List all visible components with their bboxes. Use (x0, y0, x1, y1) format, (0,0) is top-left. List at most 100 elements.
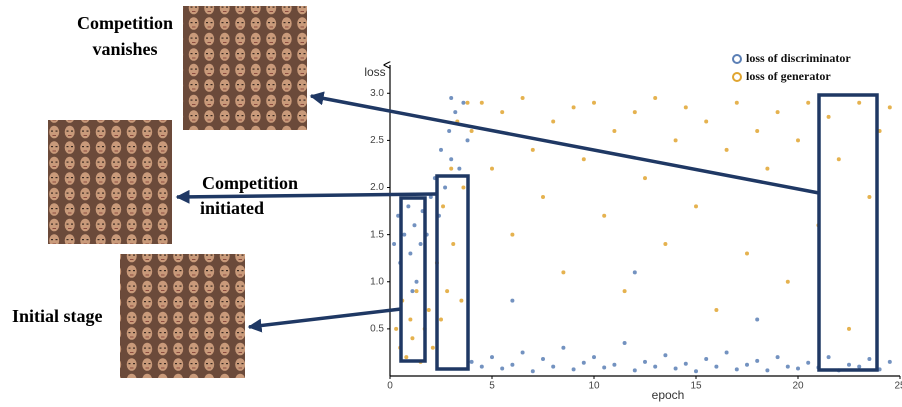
point (461, 185, 466, 190)
point (683, 361, 688, 366)
point (465, 138, 470, 143)
point (445, 289, 450, 294)
point (530, 369, 535, 374)
point (561, 270, 566, 275)
point (663, 242, 668, 247)
point (745, 362, 749, 367)
point (714, 308, 719, 313)
point (785, 364, 790, 369)
point (510, 232, 515, 237)
point (402, 232, 407, 237)
point (571, 105, 576, 110)
annotation: Initial stage (12, 306, 103, 326)
point (663, 353, 668, 358)
plot-area (387, 92, 901, 379)
point (414, 289, 419, 294)
point (867, 357, 872, 362)
point (428, 194, 433, 199)
point (632, 270, 637, 275)
point (479, 364, 484, 369)
point (612, 128, 617, 133)
point (453, 110, 458, 115)
y-tick-label: 3.0 (370, 88, 384, 99)
point (449, 95, 454, 100)
point (612, 362, 617, 367)
point (581, 157, 586, 162)
point (775, 355, 780, 360)
point (694, 204, 698, 209)
x-tick-label: 20 (792, 381, 804, 392)
point (418, 242, 423, 247)
point (632, 110, 637, 115)
point (410, 336, 415, 341)
point (449, 166, 454, 171)
point (439, 317, 443, 322)
point (510, 298, 515, 303)
point (396, 213, 401, 218)
legend-label: loss of discriminator (746, 51, 851, 65)
point (857, 100, 862, 105)
point (500, 366, 505, 371)
point (734, 100, 739, 105)
point (826, 114, 831, 119)
point (643, 359, 647, 364)
point (551, 119, 556, 124)
point (867, 194, 872, 199)
point (479, 100, 484, 105)
x-tick-label: 15 (690, 381, 702, 392)
legend: loss of discriminator loss of generator (732, 51, 851, 83)
point (581, 360, 586, 365)
highlight-box (399, 196, 427, 363)
point (694, 369, 698, 374)
point (426, 308, 431, 313)
point (796, 138, 800, 143)
point (622, 289, 627, 294)
point (724, 350, 729, 355)
point (408, 317, 413, 322)
point (653, 95, 658, 100)
y-tick-label: 2.5 (370, 135, 384, 146)
point (490, 166, 494, 171)
point (755, 128, 760, 133)
point (510, 362, 515, 367)
x-axis-label: epoch (652, 388, 685, 402)
point (765, 166, 770, 171)
annotation: Competition (202, 173, 298, 193)
highlight-box (435, 174, 470, 371)
point (571, 367, 576, 372)
point (765, 368, 770, 373)
point (714, 364, 719, 369)
y-tick-label: 0.5 (370, 324, 384, 335)
face-grid (120, 254, 245, 378)
point (439, 147, 443, 152)
y-axis-label: loss (364, 65, 385, 79)
arrow (247, 307, 402, 333)
annotation: initiated (200, 198, 264, 218)
point (465, 100, 470, 105)
arrow (175, 189, 438, 204)
point (449, 157, 454, 162)
point (451, 242, 456, 247)
point (847, 326, 851, 331)
point (887, 105, 892, 110)
point (459, 298, 464, 303)
point (683, 105, 688, 110)
y-tick-label: 2.0 (370, 182, 384, 193)
x-tick-label: 25 (894, 381, 902, 392)
point (745, 251, 749, 256)
point (500, 110, 505, 115)
point (806, 100, 811, 105)
point (755, 317, 760, 322)
point (826, 355, 831, 360)
legend-marker (732, 54, 742, 64)
point (806, 360, 811, 365)
legend-label: loss of generator (746, 69, 831, 83)
point (394, 326, 399, 331)
point (408, 251, 413, 256)
point (406, 204, 411, 209)
point (755, 358, 760, 363)
point (447, 128, 452, 133)
point (469, 359, 474, 364)
point (704, 119, 709, 124)
